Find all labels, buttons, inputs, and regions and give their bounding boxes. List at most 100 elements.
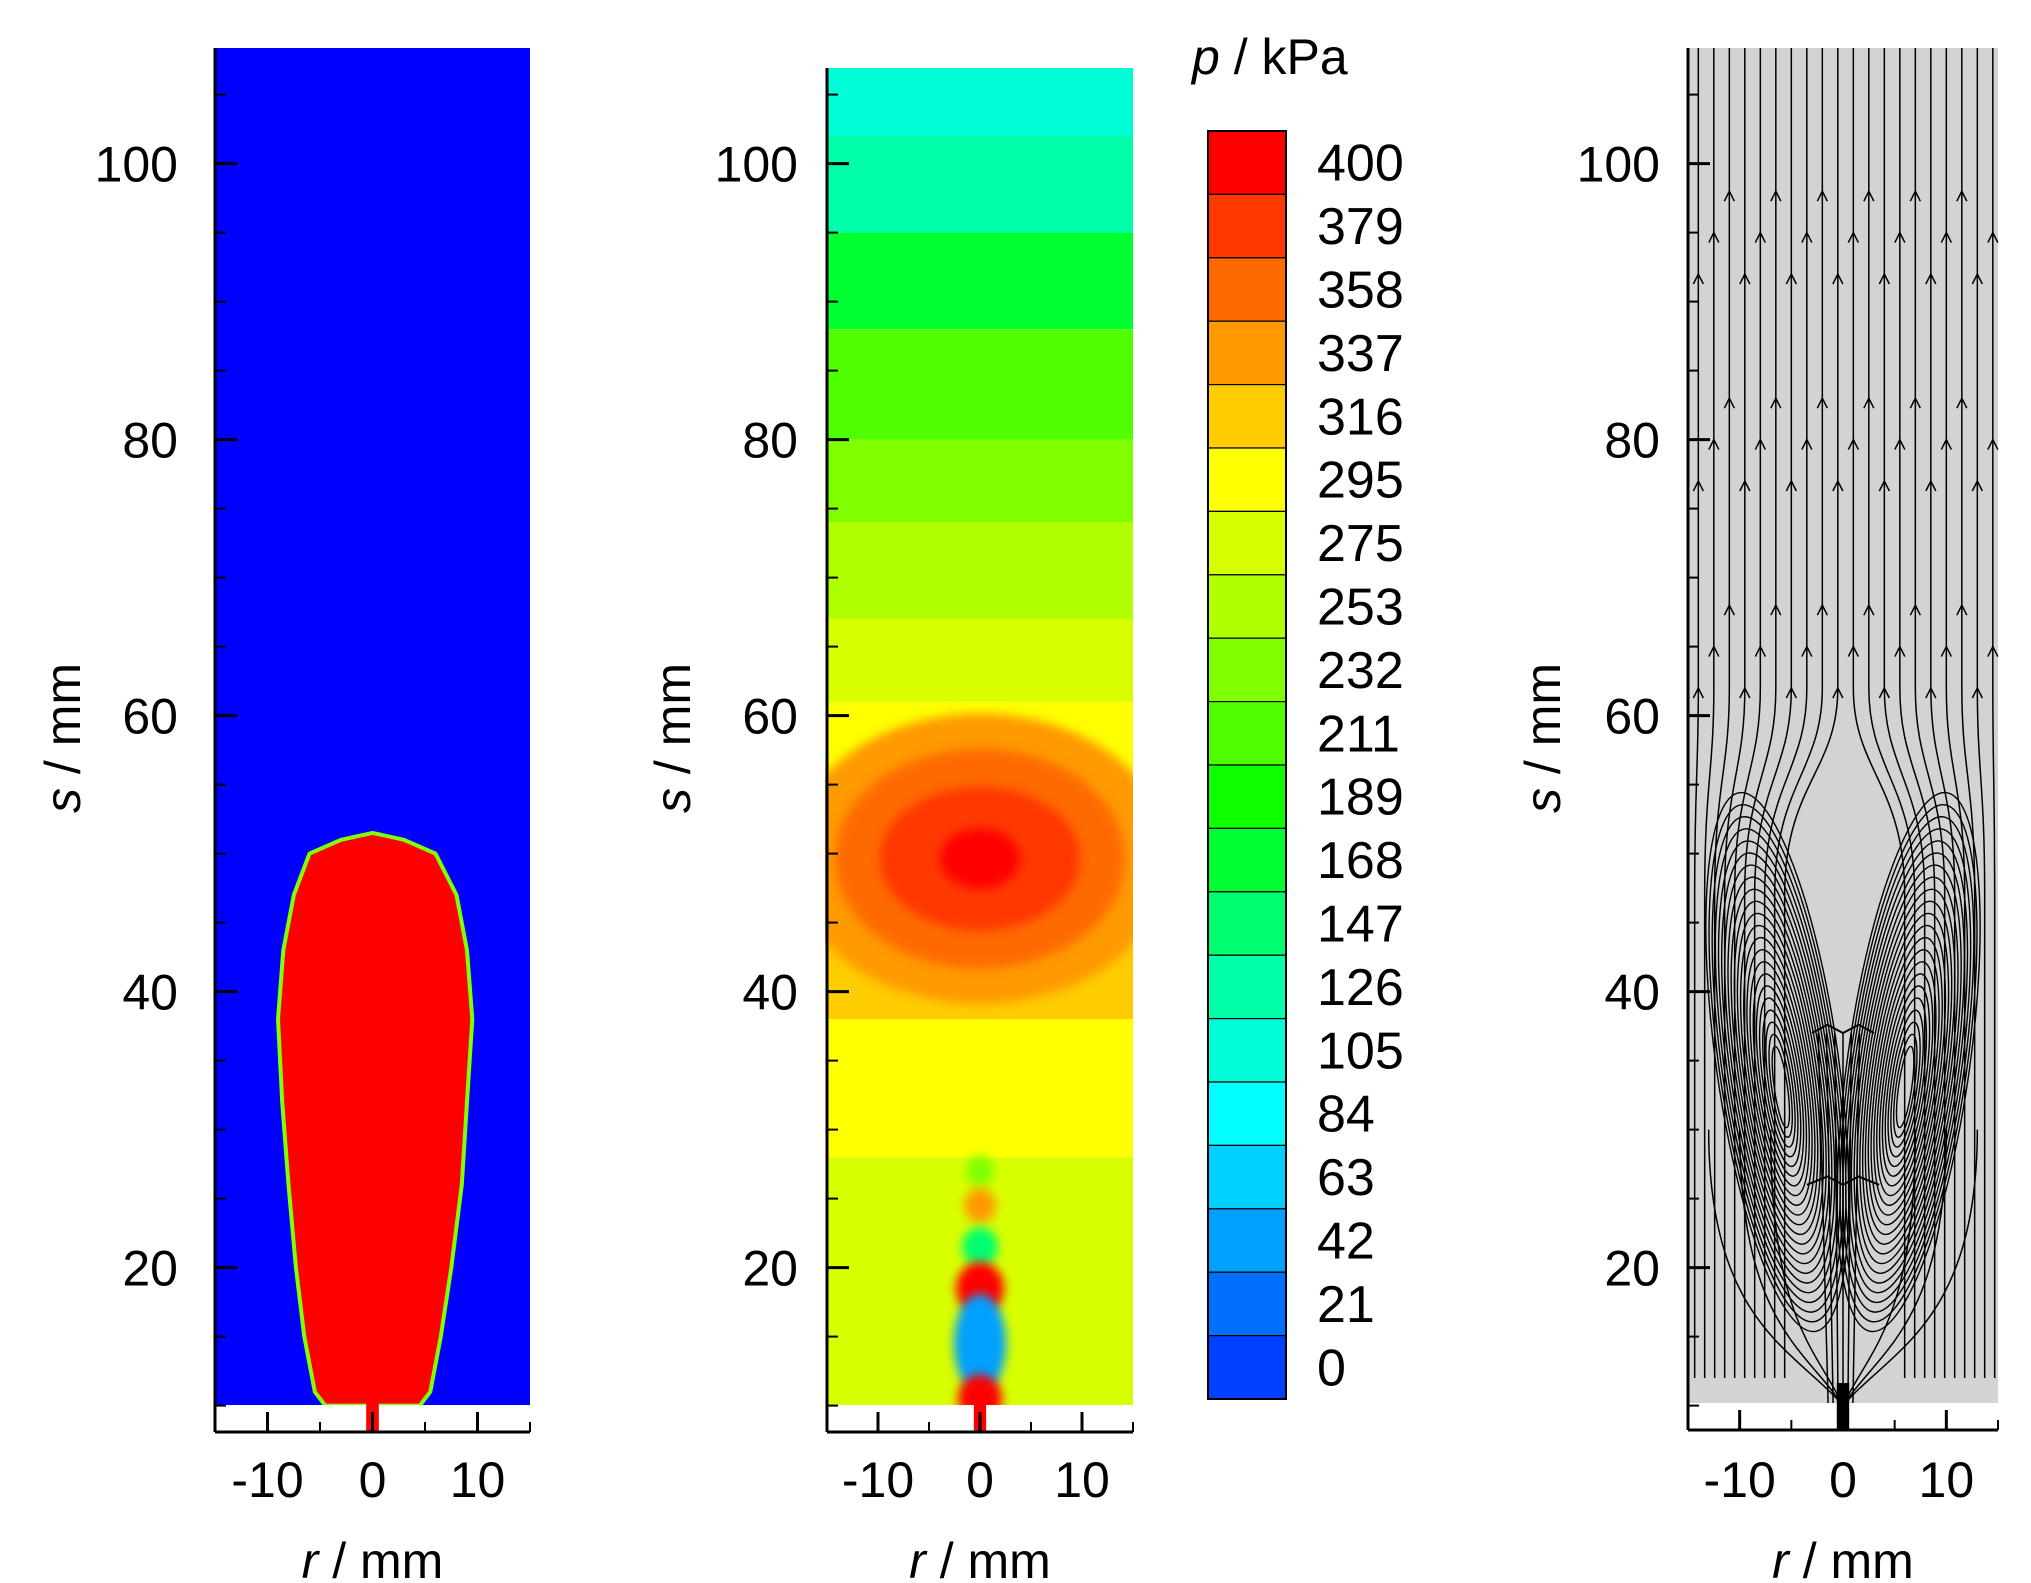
vortex-streamline	[1884, 997, 1928, 1168]
interface-line	[1806, 1175, 1880, 1186]
inflow-streamline	[1707, 1129, 1842, 1403]
streamline	[1703, 48, 1715, 1378]
colorbar-level-label: 147	[1317, 896, 1404, 954]
flow-arrow	[1925, 272, 1937, 285]
vortex-streamline	[1765, 1021, 1796, 1148]
axial-streamline	[1825, 1032, 1834, 1403]
vortex-streamline	[1743, 936, 1816, 1216]
x-axis-title: r / mm	[302, 1533, 444, 1583]
streamline	[1723, 48, 1746, 1378]
y-tick-label: 60	[742, 689, 798, 745]
vortex-streamline	[1881, 985, 1931, 1177]
y-axis-symbol: s	[645, 788, 701, 813]
flow-arrow	[1863, 396, 1875, 409]
y-tick-label: 80	[1604, 413, 1660, 469]
pressure-field	[825, 68, 1133, 1405]
y-tick-label: 40	[122, 965, 178, 1021]
vortex-streamline	[1892, 1033, 1918, 1139]
streamlines	[1692, 48, 1999, 1403]
flow-arrow	[1692, 479, 1705, 492]
flow-arrow	[1956, 603, 1968, 616]
colorbar-swatch	[1207, 1271, 1287, 1337]
vortex-streamline	[1859, 888, 1956, 1255]
streamline	[1773, 48, 1824, 1378]
colorbar-unit: / kPa	[1220, 29, 1348, 85]
vortex-streamline	[1705, 791, 1850, 1333]
nozzle-inlet	[1836, 1383, 1850, 1430]
colorbar-swatch	[1207, 1144, 1287, 1210]
colorbar-swatch	[1207, 1208, 1287, 1273]
x-axis-symbol: r	[909, 1533, 928, 1583]
flow-arrow	[1739, 272, 1751, 285]
flow-arrow	[1708, 437, 1720, 450]
flow-arrow	[1894, 230, 1906, 243]
vortex-streamline	[1836, 791, 1981, 1333]
flow-arrow	[1739, 686, 1751, 699]
colorbar-swatch	[1207, 637, 1287, 703]
colorbar-level-label: 84	[1317, 1086, 1375, 1144]
colorbar-level-label: 232	[1317, 642, 1404, 700]
y-axis-symbol: s	[1515, 788, 1571, 813]
y-tick-label: 20	[742, 1241, 798, 1297]
colorbar-swatch	[1207, 447, 1287, 513]
y-axis-title: s / mm	[35, 663, 91, 813]
flow-arrow	[1801, 230, 1813, 243]
flow-arrow	[1894, 644, 1906, 657]
flow-arrow	[1878, 686, 1891, 699]
flow-arrow	[1692, 272, 1705, 285]
flow-arrow	[1863, 603, 1875, 616]
flow-arrow	[1816, 189, 1829, 202]
vortex-streamline	[1771, 1045, 1791, 1129]
y-tick-label: 40	[1604, 965, 1660, 1021]
vortex-streamline	[1864, 912, 1950, 1236]
colorbar-swatch	[1207, 574, 1287, 639]
colorbar-level-label: 295	[1317, 452, 1404, 510]
pressure-band	[827, 619, 1133, 702]
streamline	[1868, 48, 1916, 1378]
flow-arrow	[1847, 230, 1860, 243]
streamline	[1976, 48, 1986, 1378]
pressure-band	[827, 68, 1133, 136]
flow-arrow	[1816, 603, 1829, 616]
vortex-streamline	[1853, 864, 1962, 1274]
flow-arrow	[1878, 272, 1891, 285]
y-axis-title: s / mm	[1515, 663, 1571, 813]
flow-arrow	[1987, 230, 1999, 243]
vortex-streamline	[1887, 1009, 1924, 1158]
x-tick-label: 10	[1919, 1452, 1975, 1508]
x-axis-symbol: r	[302, 1533, 321, 1583]
flow-arrow	[1739, 479, 1751, 492]
flow-arrow	[1785, 272, 1798, 285]
flow-arrow	[1754, 437, 1767, 450]
x-axis-unit: / mm	[318, 1533, 443, 1583]
colorbar-level-label: 358	[1317, 262, 1404, 320]
colorbar-swatch	[1207, 827, 1287, 893]
flow-arrow	[1723, 396, 1736, 409]
colorbar-level-label: 275	[1317, 515, 1404, 573]
y-tick-label: 100	[95, 137, 178, 193]
flow-arrow	[1971, 686, 1984, 699]
flow-arrow	[1754, 230, 1767, 243]
flow-arrow	[1832, 272, 1844, 285]
streamline	[1961, 48, 1976, 1378]
x-tick-label: 10	[1054, 1452, 1110, 1508]
flow-arrow	[1692, 686, 1705, 699]
vortex-streamline	[1714, 828, 1841, 1304]
colorbar-level-label: 105	[1317, 1022, 1404, 1080]
flow-arrow	[1785, 686, 1798, 699]
colorbar-level-label: 253	[1317, 579, 1404, 637]
nozzle-pressure-spot	[962, 1227, 998, 1267]
flow-arrow	[1770, 396, 1782, 409]
y-axis-title: s / mm	[645, 663, 701, 813]
nozzle-pressure-spot	[958, 1374, 1002, 1405]
x-tick-label: 0	[1829, 1452, 1857, 1508]
vortex-streamline	[1845, 828, 1972, 1304]
flow-arrow	[1770, 603, 1782, 616]
flow-arrow	[1909, 396, 1922, 409]
y-axis-unit: / mm	[645, 663, 701, 788]
pressure-band	[827, 522, 1133, 619]
streamline	[1713, 48, 1731, 1378]
vortex-streamline	[1739, 924, 1819, 1226]
vortex-streamline	[1856, 876, 1959, 1265]
